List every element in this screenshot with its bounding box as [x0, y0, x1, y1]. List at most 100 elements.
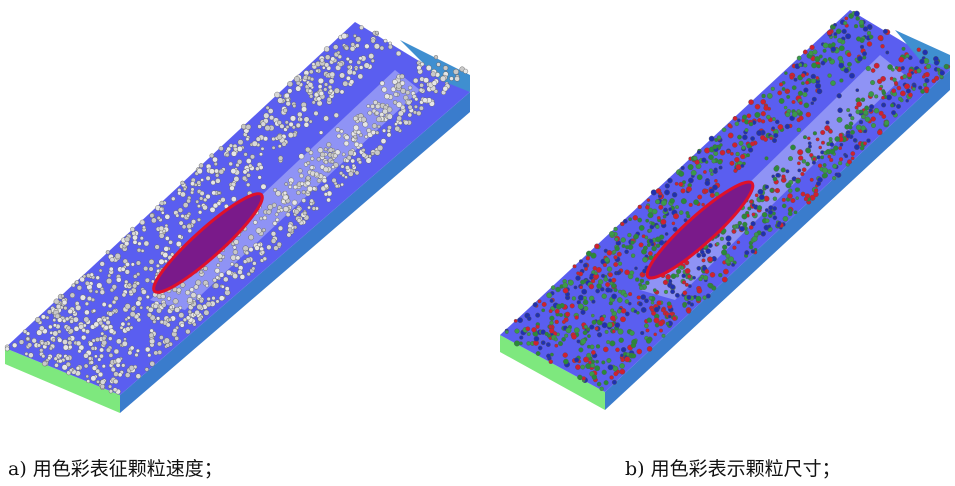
particle — [398, 111, 403, 116]
particle — [647, 346, 652, 351]
particle — [722, 128, 726, 132]
particle — [317, 97, 321, 101]
particle — [324, 47, 329, 52]
particle — [720, 150, 725, 155]
particle — [538, 300, 542, 304]
particle — [377, 145, 383, 151]
particle — [194, 285, 199, 290]
particle — [806, 148, 811, 153]
particle — [387, 133, 391, 137]
particle — [837, 38, 842, 43]
particle — [324, 63, 329, 68]
particle — [212, 157, 217, 162]
particle — [278, 98, 284, 104]
particle — [324, 184, 328, 188]
particle — [121, 267, 125, 271]
particle — [106, 250, 110, 254]
particle — [352, 164, 355, 167]
particle — [835, 136, 840, 141]
particle — [227, 147, 231, 151]
particle — [770, 188, 774, 192]
particle — [400, 81, 405, 86]
particle — [395, 126, 400, 131]
particle — [151, 218, 156, 223]
particle — [317, 179, 321, 183]
particle — [341, 183, 344, 186]
particle — [808, 145, 811, 148]
particle — [108, 274, 111, 277]
particle — [87, 380, 90, 383]
particle — [288, 89, 293, 94]
particle — [203, 267, 207, 271]
particle — [273, 188, 277, 192]
particle — [576, 272, 579, 275]
particle — [714, 168, 718, 172]
particle — [136, 272, 140, 276]
particle — [828, 155, 831, 158]
particle — [650, 308, 654, 312]
particle — [157, 216, 161, 220]
particle — [5, 347, 9, 351]
particle — [25, 352, 28, 355]
particle — [173, 328, 177, 332]
particle — [797, 56, 801, 60]
particle — [231, 168, 236, 173]
particle — [749, 100, 754, 105]
particle — [324, 192, 328, 196]
particle — [719, 143, 722, 146]
particle — [616, 271, 620, 275]
particle — [574, 328, 579, 333]
particle — [212, 191, 216, 195]
particle — [114, 349, 119, 354]
particle — [108, 304, 112, 308]
particle — [551, 286, 555, 290]
particle — [840, 79, 844, 83]
particle — [41, 315, 46, 320]
particle — [238, 140, 243, 145]
particle — [790, 145, 795, 150]
particle — [639, 286, 643, 290]
particle — [89, 342, 94, 347]
particle — [39, 326, 44, 331]
particle — [773, 216, 777, 220]
particle — [837, 93, 842, 98]
particle — [810, 178, 814, 182]
particle — [801, 82, 804, 85]
particle — [799, 101, 802, 104]
particle — [283, 108, 287, 112]
particle — [697, 253, 701, 257]
particle — [803, 50, 807, 54]
particle — [802, 168, 806, 172]
particle — [234, 240, 239, 245]
particle — [128, 283, 131, 286]
particle — [368, 155, 371, 158]
particle — [762, 94, 766, 98]
particle — [615, 238, 619, 242]
particle — [592, 320, 597, 325]
particle — [94, 355, 97, 358]
particle — [732, 143, 737, 148]
particle — [329, 148, 334, 153]
particle — [219, 296, 224, 301]
particle — [176, 214, 180, 218]
particle — [339, 73, 344, 78]
particle — [142, 226, 145, 229]
particle — [312, 207, 316, 211]
particle — [514, 341, 520, 347]
particle — [606, 288, 611, 293]
particle — [845, 34, 851, 40]
particle — [661, 219, 666, 224]
particle — [925, 89, 929, 93]
particle — [576, 276, 581, 281]
particle — [814, 189, 818, 193]
particle — [670, 290, 674, 294]
particle — [577, 340, 581, 344]
particle — [637, 296, 641, 300]
particle — [277, 209, 280, 212]
particle — [420, 62, 424, 66]
particle — [778, 91, 782, 95]
particle — [797, 149, 803, 155]
particle — [859, 110, 863, 114]
particle — [591, 314, 594, 317]
particle — [718, 273, 722, 277]
